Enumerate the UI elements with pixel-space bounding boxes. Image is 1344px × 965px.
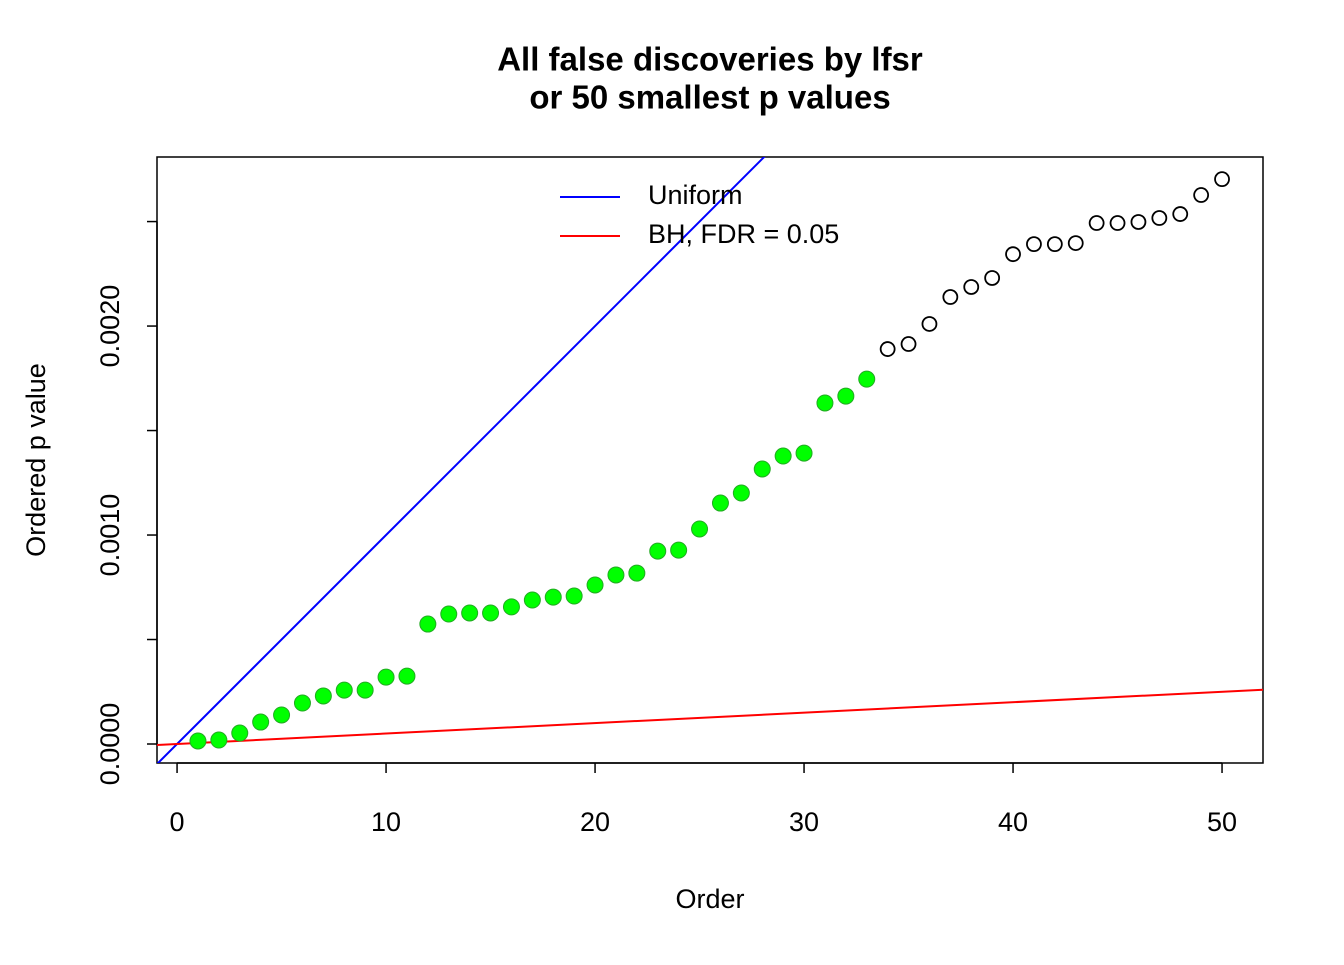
point <box>356 681 374 699</box>
reference-lines <box>157 157 1263 763</box>
point <box>482 604 500 622</box>
point <box>419 615 437 633</box>
point <box>210 731 228 749</box>
point <box>795 444 813 462</box>
point <box>649 542 667 560</box>
point <box>189 732 207 750</box>
point <box>1151 210 1168 226</box>
legend-label: Uniform <box>648 180 743 210</box>
point <box>984 270 1001 286</box>
point <box>628 564 646 582</box>
point <box>252 713 270 731</box>
point <box>942 289 959 305</box>
x-axis-label: Order <box>675 884 744 914</box>
x-tick-label: 50 <box>1207 807 1237 837</box>
point <box>273 706 291 724</box>
point <box>377 668 395 686</box>
y-axis-label: Ordered p value <box>21 363 51 557</box>
point <box>1130 214 1147 230</box>
point <box>1214 171 1230 188</box>
x-tick-label: 30 <box>789 807 819 837</box>
point <box>398 667 416 685</box>
y-tick-label: 0.0000 <box>95 703 125 786</box>
point <box>293 694 311 712</box>
point <box>1088 215 1105 231</box>
point <box>1193 187 1210 203</box>
chart-title: All false discoveries by lfsr <box>497 41 923 78</box>
point <box>1026 236 1042 253</box>
point <box>963 279 980 295</box>
point <box>900 336 917 352</box>
y-tick-label: 0.0010 <box>95 494 125 577</box>
point <box>670 541 688 559</box>
point <box>858 370 876 388</box>
point <box>1005 246 1021 263</box>
y-tick-label: 0.0020 <box>95 285 125 368</box>
point <box>1067 235 1084 251</box>
x-tick-label: 10 <box>371 807 401 837</box>
point <box>711 494 729 512</box>
point <box>440 605 458 623</box>
reference-line <box>157 157 766 763</box>
chart-title: or 50 smallest p values <box>529 79 890 116</box>
reference-line <box>157 688 1263 747</box>
point <box>1172 206 1189 222</box>
point <box>565 587 583 605</box>
point <box>691 520 709 538</box>
legend-label: BH, FDR = 0.05 <box>648 219 839 249</box>
point <box>837 387 855 405</box>
point <box>816 394 834 412</box>
point <box>1109 215 1126 231</box>
point <box>921 316 938 332</box>
point <box>461 604 479 622</box>
point <box>586 576 604 594</box>
point <box>879 341 896 357</box>
point <box>732 484 750 502</box>
point <box>523 591 541 609</box>
point <box>314 687 332 705</box>
point <box>753 460 771 478</box>
x-tick-label: 0 <box>170 807 185 837</box>
point <box>1046 236 1063 253</box>
point <box>774 447 792 465</box>
x-tick-label: 20 <box>580 807 610 837</box>
point <box>544 588 562 606</box>
point <box>502 598 520 616</box>
point <box>607 566 625 584</box>
x-tick-label: 40 <box>998 807 1028 837</box>
point <box>231 724 249 742</box>
point <box>335 681 353 699</box>
